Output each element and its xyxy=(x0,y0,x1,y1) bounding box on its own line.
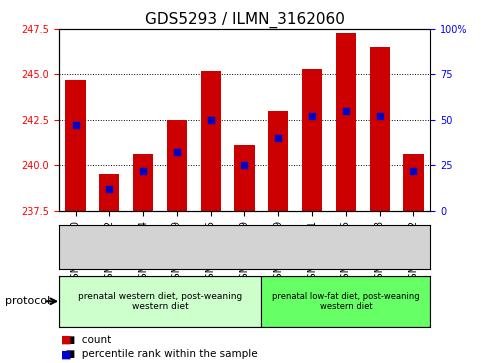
Text: ■: ■ xyxy=(61,335,71,345)
Bar xyxy=(335,33,355,211)
Bar xyxy=(369,47,389,211)
Bar xyxy=(133,154,153,211)
Bar xyxy=(99,174,119,211)
Bar xyxy=(403,154,423,211)
FancyBboxPatch shape xyxy=(59,276,261,327)
Text: ■  count: ■ count xyxy=(59,335,111,345)
Text: prenatal low-fat diet, post-weaning
western diet: prenatal low-fat diet, post-weaning west… xyxy=(271,291,419,311)
Text: prenatal western diet, post-weaning
western diet: prenatal western diet, post-weaning west… xyxy=(78,291,242,311)
Text: ■: ■ xyxy=(61,349,71,359)
Bar xyxy=(200,71,221,211)
Text: ■  percentile rank within the sample: ■ percentile rank within the sample xyxy=(59,349,257,359)
FancyBboxPatch shape xyxy=(261,276,429,327)
Title: GDS5293 / ILMN_3162060: GDS5293 / ILMN_3162060 xyxy=(144,12,344,28)
Bar xyxy=(267,111,288,211)
Text: protocol: protocol xyxy=(5,296,50,306)
Bar xyxy=(166,120,187,211)
Bar xyxy=(65,80,85,211)
Bar xyxy=(301,69,322,211)
Bar xyxy=(234,145,254,211)
